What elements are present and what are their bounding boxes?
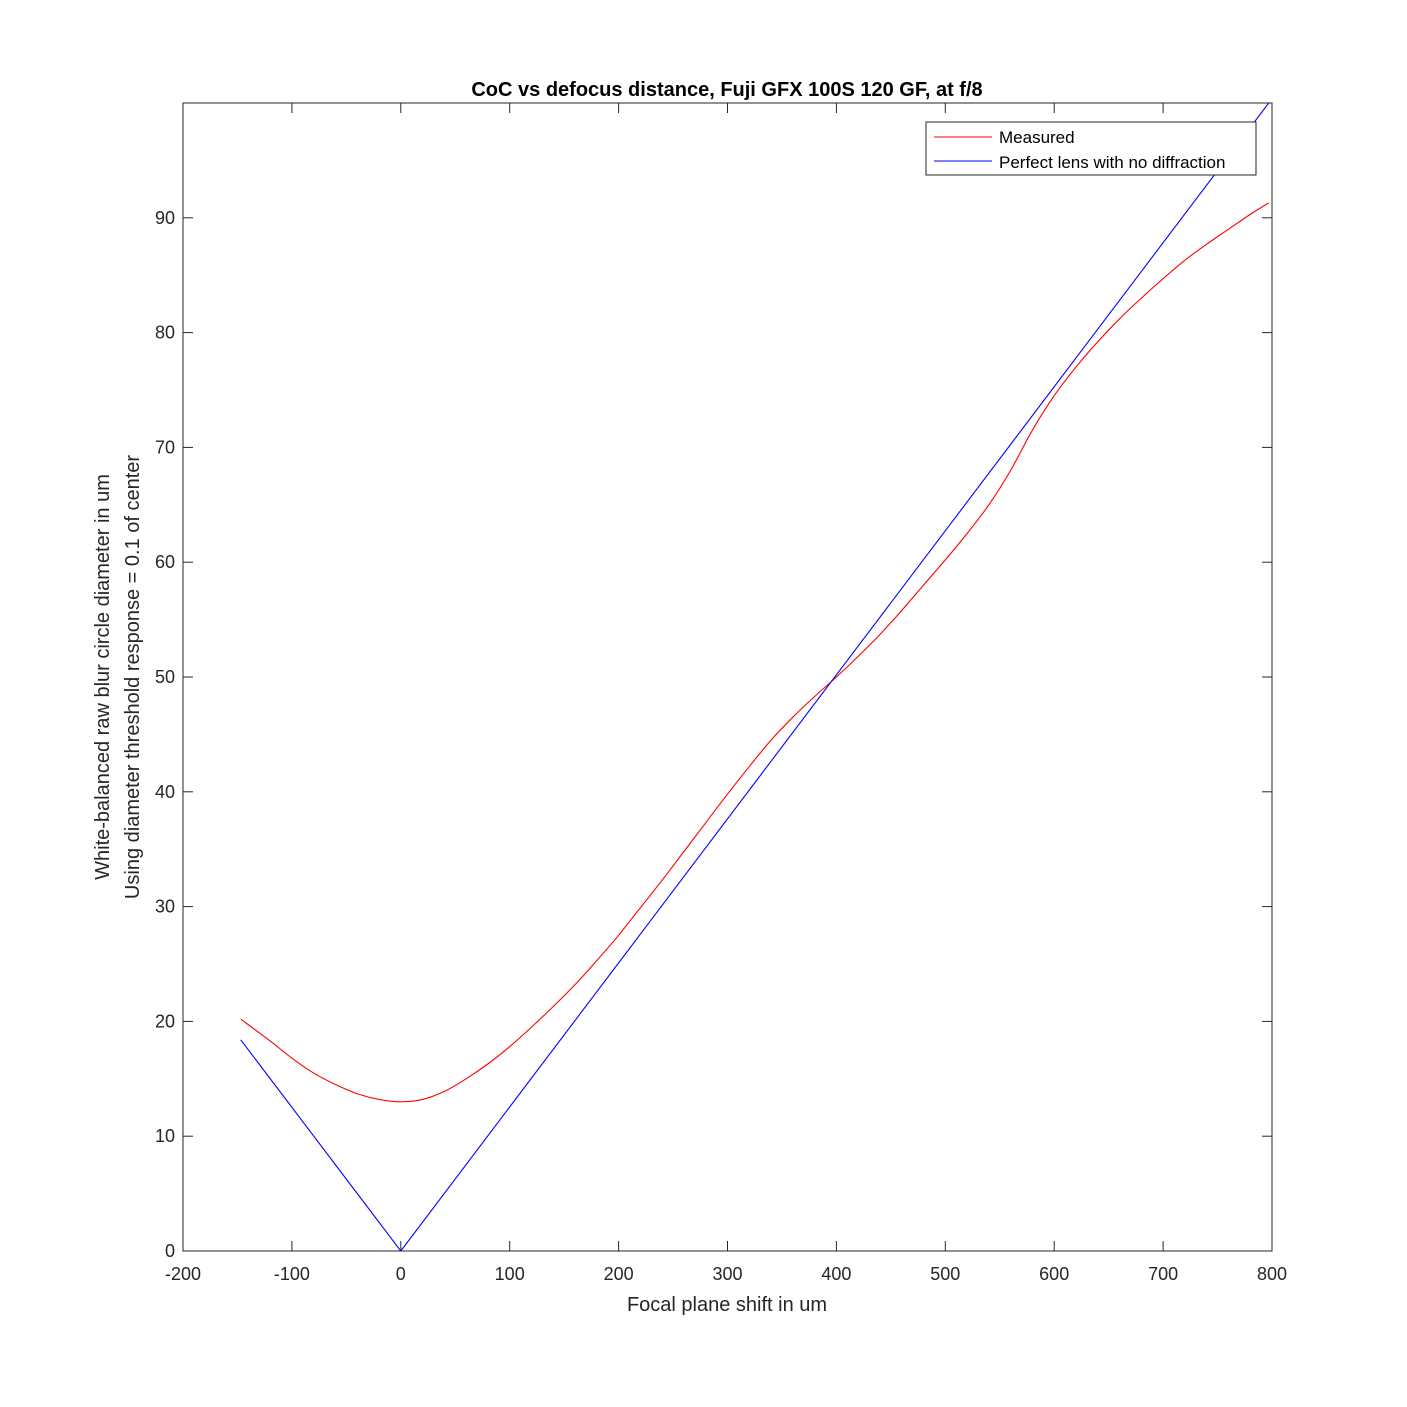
x-tick-label: 100 — [495, 1264, 525, 1284]
x-tick-label: -200 — [165, 1264, 201, 1284]
legend: Measured Perfect lens with no diffractio… — [925, 121, 1257, 176]
y-tick-label: 80 — [155, 323, 175, 343]
x-tick-label: 800 — [1257, 1264, 1287, 1284]
chart-title: CoC vs defocus distance, Fuji GFX 100S 1… — [471, 79, 982, 101]
plot-area — [183, 103, 1272, 1251]
y-tick-label: 0 — [165, 1241, 175, 1261]
x-tick-label: 700 — [1148, 1264, 1178, 1284]
x-tick-label: -100 — [274, 1264, 310, 1284]
x-tick-label: 500 — [930, 1264, 960, 1284]
y-axis-ticks: 0 10 20 30 40 50 60 70 80 90 — [155, 208, 1272, 1261]
series-layer — [240, 103, 1270, 1251]
y-tick-label: 50 — [155, 667, 175, 687]
x-tick-label: 300 — [712, 1264, 742, 1284]
series-line-perfect-lens — [240, 103, 1270, 1251]
series-line-measured — [240, 202, 1270, 1103]
x-tick-label: 200 — [604, 1264, 634, 1284]
x-tick-label: 400 — [821, 1264, 851, 1284]
legend-label-measured: Measured — [999, 128, 1075, 147]
y-tick-label: 40 — [155, 782, 175, 802]
y-axis-label-line-1: White-balanced raw blur circle diameter … — [92, 474, 114, 880]
y-tick-label: 60 — [155, 552, 175, 572]
y-axis-label-line-2: Using diameter threshold response = 0.1 … — [122, 455, 144, 899]
legend-box — [925, 121, 1257, 176]
x-axis-label: Focal plane shift in um — [627, 1294, 827, 1316]
x-axis-ticks: -200 -100 0 100 200 300 400 500 600 700 800 — [165, 103, 1287, 1284]
x-tick-label: 600 — [1039, 1264, 1069, 1284]
x-tick-label: 0 — [396, 1264, 406, 1284]
y-tick-label: 10 — [155, 1126, 175, 1146]
y-tick-label: 70 — [155, 437, 175, 457]
y-tick-label: 90 — [155, 208, 175, 228]
legend-label-perfect-lens: Perfect lens with no diffraction — [999, 153, 1225, 172]
y-tick-label: 20 — [155, 1011, 175, 1031]
y-tick-label: 30 — [155, 897, 175, 917]
